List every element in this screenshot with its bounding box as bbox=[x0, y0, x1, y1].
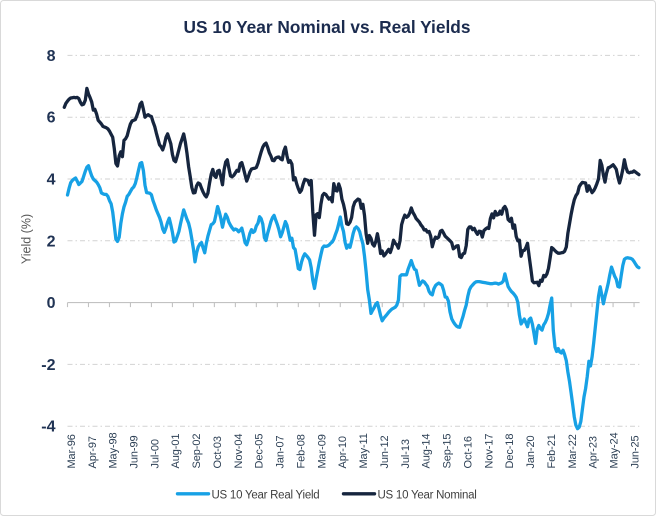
svg-text:Mar-96: Mar-96 bbox=[66, 434, 78, 468]
svg-text:Jan-20: Jan-20 bbox=[525, 435, 537, 468]
svg-text:Yield (%): Yield (%) bbox=[20, 214, 34, 264]
svg-text:Aug-14: Aug-14 bbox=[421, 434, 433, 469]
svg-text:Jun-12: Jun-12 bbox=[379, 435, 391, 468]
svg-text:Sep-02: Sep-02 bbox=[191, 434, 203, 469]
svg-text:-2: -2 bbox=[41, 357, 55, 374]
svg-text:Apr-10: Apr-10 bbox=[337, 436, 349, 468]
svg-text:Jun-99: Jun-99 bbox=[129, 435, 141, 468]
svg-text:Feb-21: Feb-21 bbox=[546, 434, 558, 468]
svg-text:US 10 Year Real Yield: US 10 Year Real Yield bbox=[212, 489, 320, 501]
svg-text:-4: -4 bbox=[41, 419, 55, 436]
svg-text:US 10 Year Nominal: US 10 Year Nominal bbox=[378, 489, 477, 501]
svg-text:Apr-97: Apr-97 bbox=[87, 436, 99, 468]
svg-text:Apr-23: Apr-23 bbox=[588, 436, 600, 468]
svg-text:Jun-25: Jun-25 bbox=[629, 435, 641, 468]
svg-text:2: 2 bbox=[47, 233, 56, 250]
svg-text:Nov-04: Nov-04 bbox=[233, 434, 245, 469]
svg-text:4: 4 bbox=[47, 172, 56, 189]
svg-text:May-11: May-11 bbox=[358, 433, 370, 468]
svg-text:6: 6 bbox=[47, 110, 56, 127]
svg-text:Sep-15: Sep-15 bbox=[442, 434, 454, 469]
svg-text:Dec-18: Dec-18 bbox=[504, 434, 516, 469]
svg-text:Oct-16: Oct-16 bbox=[462, 436, 474, 468]
svg-text:US 10 Year Nominal vs. Real Yi: US 10 Year Nominal vs. Real Yields bbox=[184, 17, 471, 37]
svg-text:May-24: May-24 bbox=[609, 432, 621, 468]
svg-text:Jul-00: Jul-00 bbox=[149, 439, 161, 468]
svg-text:Oct-03: Oct-03 bbox=[212, 436, 224, 468]
svg-text:0: 0 bbox=[47, 295, 56, 312]
svg-text:8: 8 bbox=[47, 48, 56, 65]
svg-text:Mar-09: Mar-09 bbox=[316, 434, 328, 468]
svg-text:May-98: May-98 bbox=[108, 432, 120, 468]
svg-text:Nov-17: Nov-17 bbox=[483, 434, 495, 469]
svg-text:Jan-07: Jan-07 bbox=[275, 435, 287, 468]
svg-text:Aug-01: Aug-01 bbox=[170, 434, 182, 469]
svg-text:Mar-22: Mar-22 bbox=[567, 434, 579, 468]
svg-text:Dec-05: Dec-05 bbox=[254, 434, 266, 469]
svg-text:Jul-13: Jul-13 bbox=[400, 439, 412, 468]
svg-text:Feb-08: Feb-08 bbox=[296, 434, 308, 468]
